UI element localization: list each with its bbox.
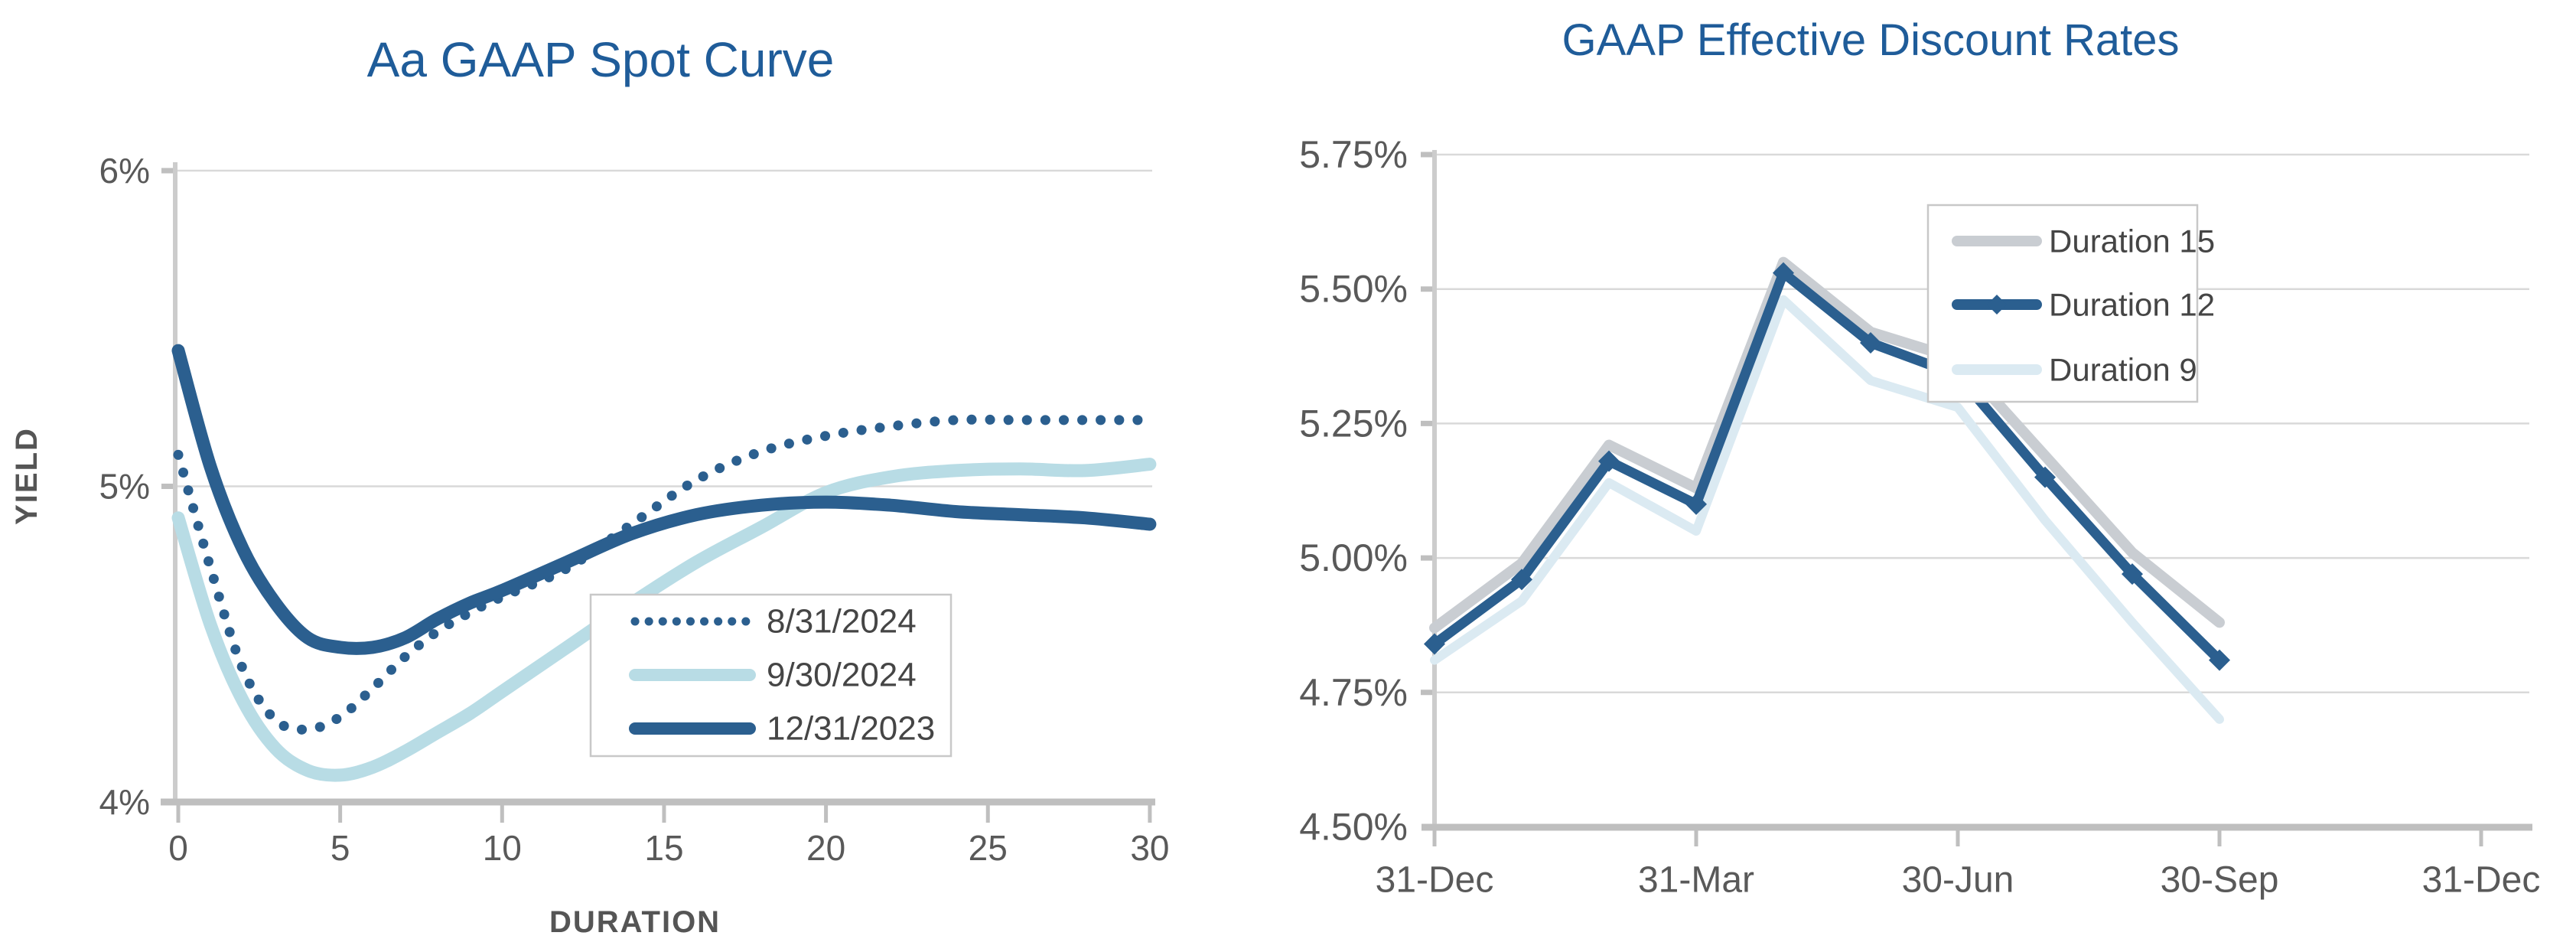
y-tick-label-4: 4% bbox=[99, 782, 150, 822]
marker-diamond-duration-12-31-aug bbox=[2122, 563, 2143, 585]
legend-label-duration-12: Duration 12 bbox=[2049, 287, 2215, 323]
marker-diamond-duration-12-31-jan bbox=[1511, 569, 1532, 591]
spot-curve-canvas: Aa GAAP Spot Curve DURATION YIELD 6% 5% 4%… bbox=[10, 32, 1170, 939]
discount-rates-plot-area: 5.75% 5.50% 5.25% 5.00% 4.75% 4.50% 31-Dec 31-M… bbox=[1299, 133, 2540, 901]
marker-diamond-duration-12-30-apr bbox=[1773, 262, 1794, 284]
legend-label-8-31-2024: 8/31/2024 bbox=[767, 603, 917, 641]
y-tick-label-4-75: 4.75% bbox=[1299, 671, 1408, 714]
marker-diamond-duration-12-31-dec bbox=[1424, 633, 1445, 655]
y-tick-label-5-50: 5.50% bbox=[1299, 268, 1408, 311]
x-tick-label-30-6: 30 bbox=[1130, 828, 1169, 868]
x-tick-label-31-mar-1: 31-Mar bbox=[1638, 860, 1754, 901]
marker-diamond-duration-12-29-feb bbox=[1598, 450, 1620, 472]
y-tick-label-5-00: 5.00% bbox=[1299, 536, 1408, 579]
series-line-duration-9 bbox=[1430, 295, 2224, 724]
legend-item-12-31-2023: 12/31/2023 bbox=[629, 710, 935, 748]
x-axis-title-duration: DURATION bbox=[549, 905, 721, 939]
legend-item-8-31-2024: 8/31/2024 bbox=[630, 603, 917, 641]
legend-label-duration-9: Duration 9 bbox=[2049, 352, 2197, 388]
y-tick-label-6: 6% bbox=[99, 151, 150, 191]
x-tick-label-0-0: 0 bbox=[168, 828, 188, 868]
y-tick-label-5: 5% bbox=[99, 467, 150, 507]
legend-label-9-30-2024: 9/30/2024 bbox=[767, 657, 917, 694]
legend-item-duration-15: Duration 15 bbox=[1952, 223, 2215, 259]
discount-rates-title: GAAP Effective Discount Rates bbox=[1562, 15, 2179, 65]
x-tick-label-30-jun-2: 30-Jun bbox=[1902, 860, 2014, 901]
x-tick-label-10-2: 10 bbox=[483, 828, 522, 868]
spot-curve-title: Aa GAAP Spot Curve bbox=[367, 32, 835, 87]
legend: 8/31/2024 9/30/2024 12/31/2023 bbox=[589, 593, 953, 758]
discount-rates-chart: GAAP Effective Discount Rates 5.75% 5.50%… bbox=[1224, 0, 2576, 952]
marker-diamond-duration-12-31-may bbox=[1860, 331, 1881, 354]
spot-curve-plot-area: 6% 5% 4% 0 5 10 15 20 25 30 8/31/2024 9/30/2024 12/3… bbox=[99, 151, 1170, 868]
series-line-duration-15 bbox=[1429, 256, 2225, 634]
marker-diamond-duration-12-31-jul bbox=[2034, 466, 2056, 488]
x-tick-label-20-4: 20 bbox=[806, 828, 845, 868]
x-tick-label-25-5: 25 bbox=[969, 828, 1008, 868]
legend: Duration 15 Duration 12 Duration 9 bbox=[1926, 204, 2215, 403]
discount-rates-canvas: GAAP Effective Discount Rates 5.75% 5.50%… bbox=[1299, 15, 2540, 901]
y-tick-label-5-75: 5.75% bbox=[1299, 133, 1408, 176]
series-line-12-31-2023 bbox=[171, 344, 1157, 655]
legend-item-duration-9: Duration 9 bbox=[1952, 352, 2197, 388]
x-tick-label-31-dec-0: 31-Dec bbox=[1376, 860, 1494, 901]
x-tick-label-30-sep-3: 30-Sep bbox=[2161, 860, 2279, 901]
legend-item-duration-12: Duration 12 bbox=[1952, 287, 2215, 323]
x-tick-label-31-dec-4: 31-Dec bbox=[2422, 860, 2541, 901]
legend-marker-duration-12 bbox=[1987, 295, 2007, 315]
y-tick-label-5-25: 5.25% bbox=[1299, 402, 1408, 445]
x-tick-label-5-1: 5 bbox=[331, 828, 350, 868]
y-tick-label-4-50: 4.50% bbox=[1299, 806, 1408, 849]
x-tick-label-15-3: 15 bbox=[644, 828, 683, 868]
marker-diamond-duration-12-31-mar bbox=[1685, 493, 1707, 515]
legend-label-duration-15: Duration 15 bbox=[2049, 223, 2215, 259]
legend-label-12-31-2023: 12/31/2023 bbox=[767, 710, 935, 748]
legend-item-9-30-2024: 9/30/2024 bbox=[629, 657, 917, 694]
spot-curve-chart: Aa GAAP Spot Curve DURATION YIELD 6% 5% 4%… bbox=[0, 0, 1224, 952]
y-axis-title-yield: YIELD bbox=[10, 427, 44, 525]
series-line-9-30-2024 bbox=[171, 458, 1157, 782]
series-line-duration-12 bbox=[1429, 268, 2225, 666]
marker-diamond-duration-12-30-sep bbox=[2209, 649, 2230, 671]
